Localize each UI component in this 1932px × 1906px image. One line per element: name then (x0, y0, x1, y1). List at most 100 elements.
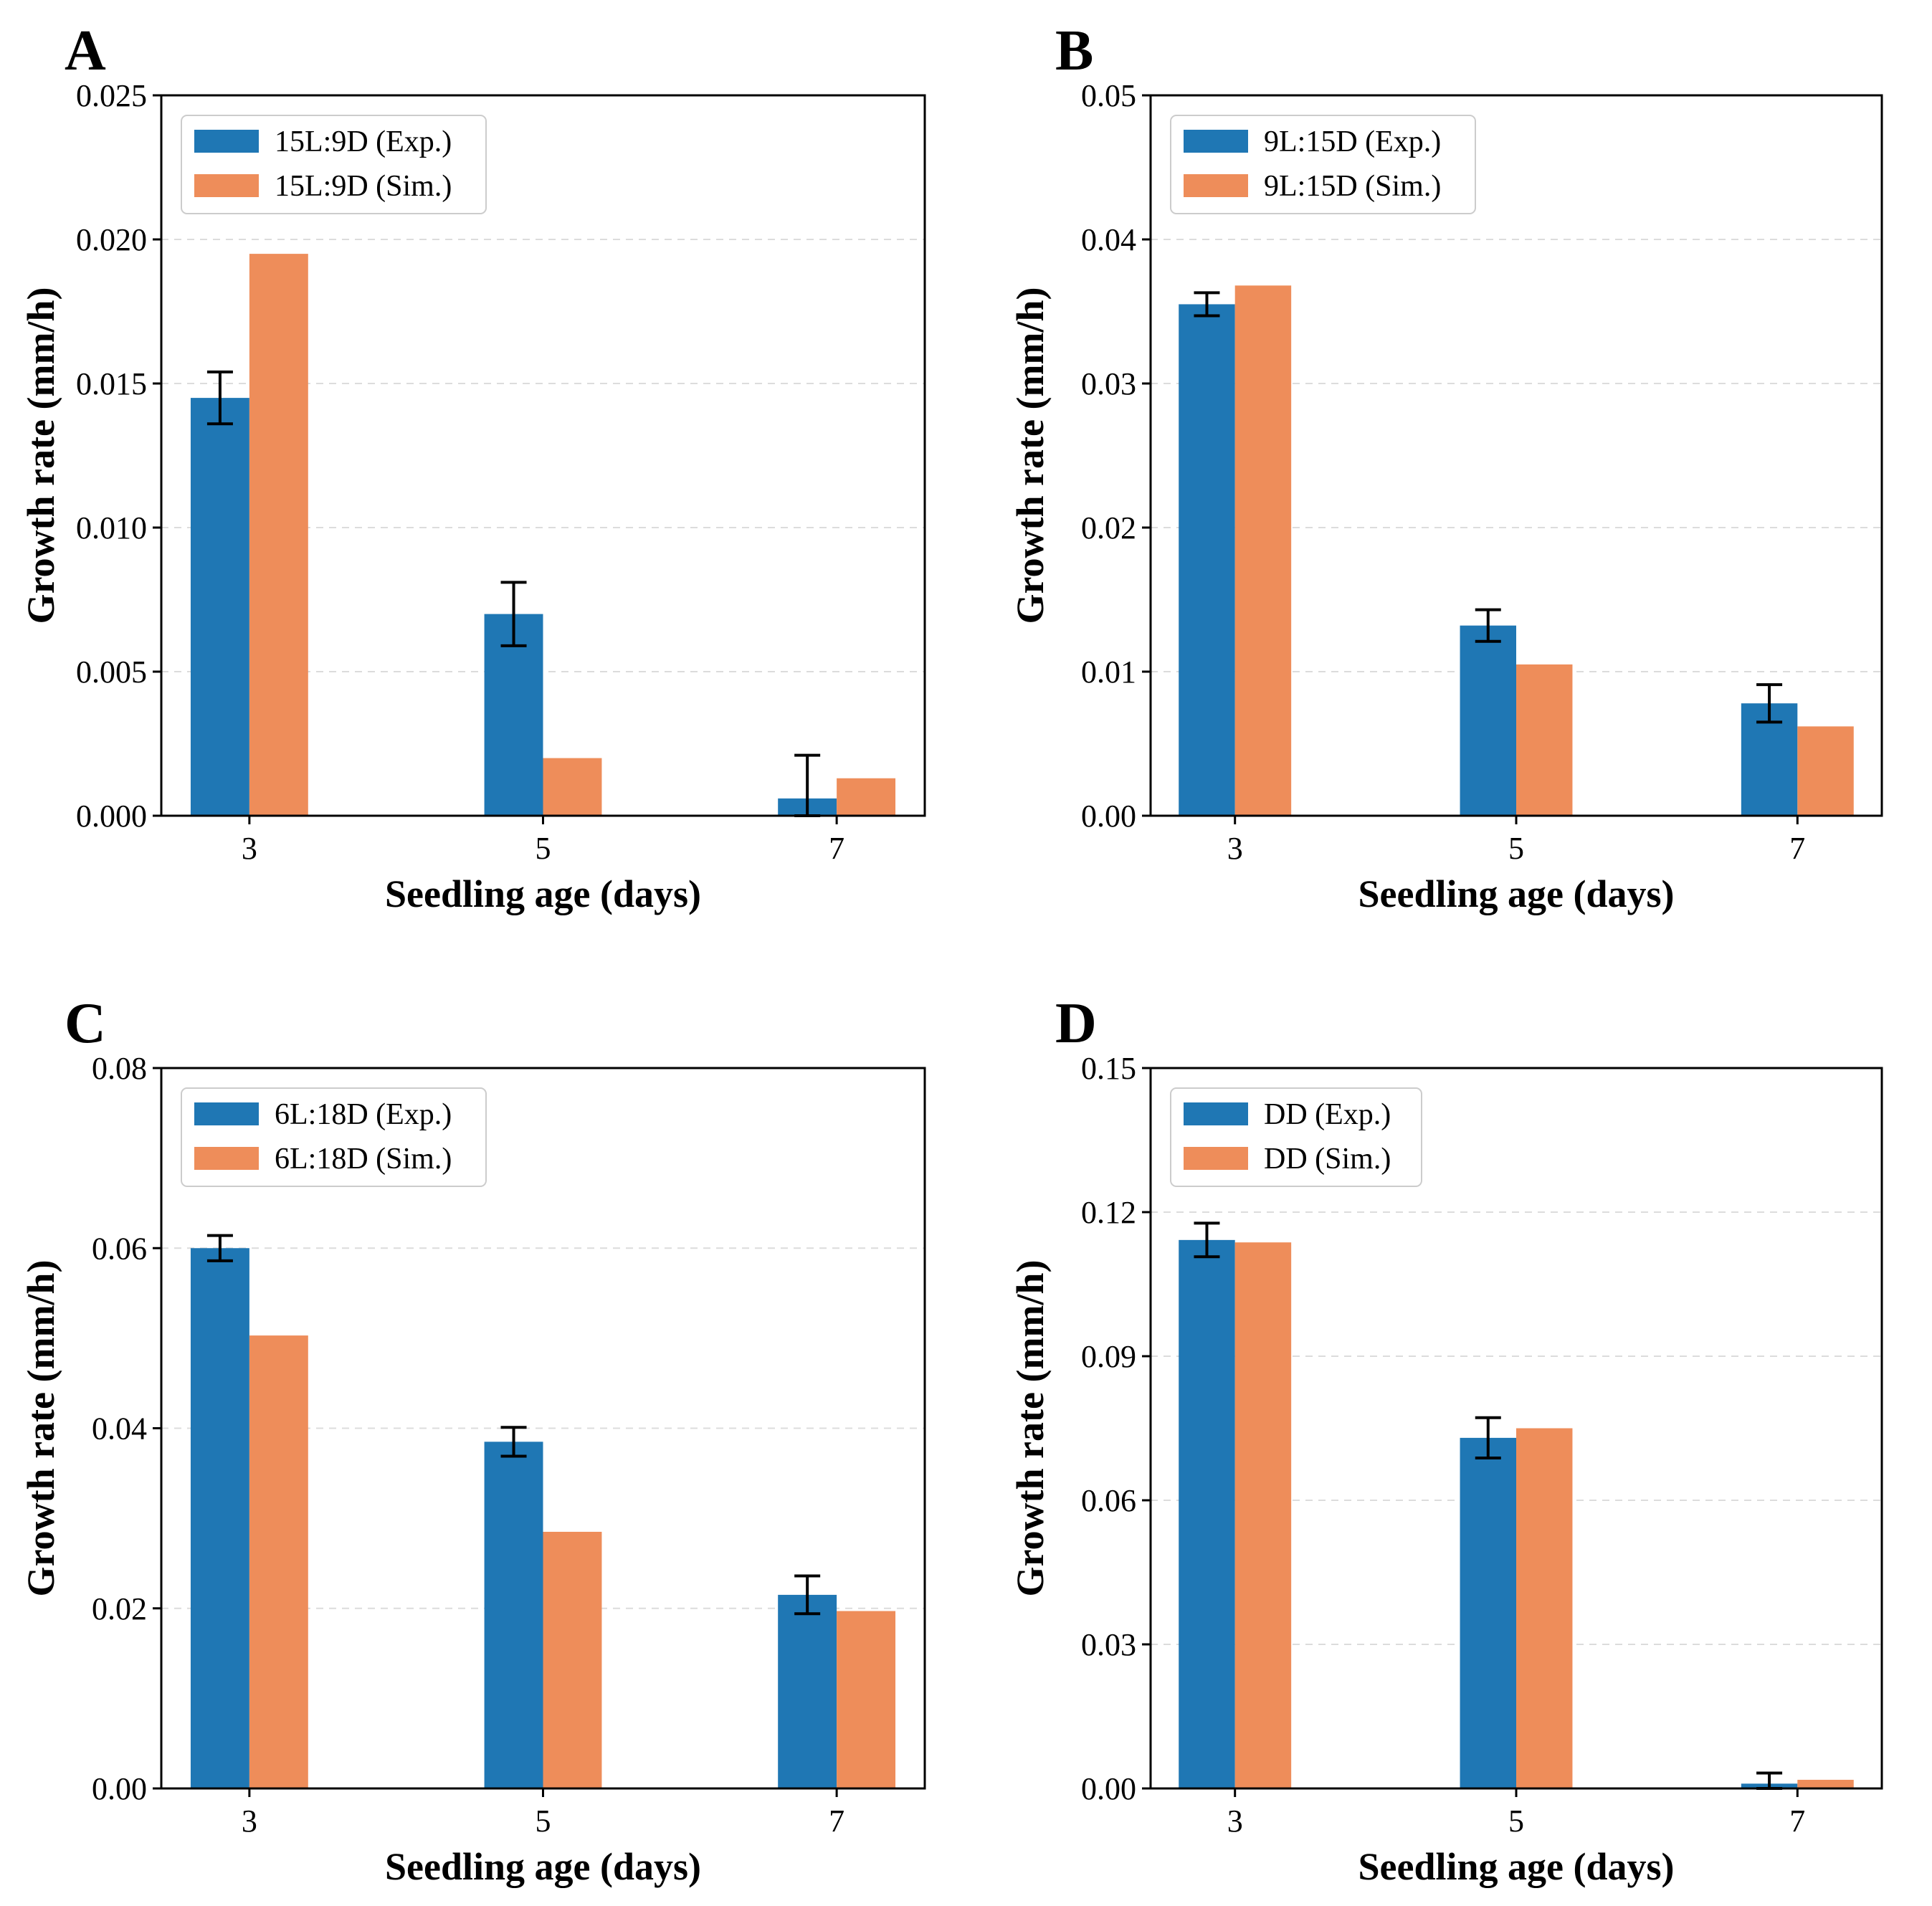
sim-bar (1516, 1428, 1573, 1788)
x-axis-label: Seedling age (days) (1358, 872, 1674, 915)
legend-label: 15L:9D (Sim.) (275, 170, 452, 203)
panel-letter: C (65, 992, 106, 1055)
x-tick-label: 7 (1789, 831, 1805, 866)
y-tick-label: 0.00 (92, 1771, 147, 1806)
plot-frame (1149, 94, 1883, 817)
y-axis-label: Growth rate (mm/h) (19, 287, 62, 624)
plot-frame (160, 94, 926, 817)
y-axis-label: Growth rate (mm/h) (1009, 1260, 1052, 1597)
legend: 9L:15D (Exp.) 9L:15D (Sim.) (1170, 115, 1476, 214)
y-tick-label: 0.000 (76, 799, 147, 834)
legend-swatch (1184, 130, 1248, 153)
legend: DD (Exp.) DD (Sim.) (1170, 1087, 1422, 1187)
panel-d: D 0.00 0.03 0.06 0.09 0.12 0.15 3 5 7 Seedling age… (1009, 992, 1883, 1888)
legend: 6L:18D (Exp.) 6L:18D (Sim.) (181, 1087, 487, 1187)
legend-swatch (1184, 1147, 1248, 1170)
panel-c: C 0.00 0.02 0.04 0.06 0.08 3 5 7 Seedling age (da… (19, 992, 926, 1888)
sim-bar (1516, 664, 1573, 816)
panel-b: B 0.00 0.01 0.02 0.03 0.04 0.05 3 5 7 Seedling age… (1009, 19, 1883, 915)
y-axis-label: Growth rate (mm/h) (1009, 287, 1052, 624)
y-tick-label: 0.04 (1081, 222, 1136, 257)
error-bar (1475, 1416, 1501, 1460)
x-tick-label: 7 (1789, 1803, 1805, 1839)
sim-bar (1797, 726, 1854, 816)
error-bar (1475, 608, 1501, 643)
sim-bar (249, 254, 308, 816)
error-bar (1756, 683, 1783, 724)
legend-label: 9L:15D (Sim.) (1264, 170, 1441, 203)
sim-bar (543, 1531, 602, 1788)
sim-bar (1234, 1242, 1292, 1788)
legend-swatch (194, 130, 259, 153)
sim-bar (543, 758, 602, 816)
sim-bar (837, 1611, 896, 1788)
panel-letter: A (65, 19, 106, 82)
sim-bar (249, 1335, 308, 1788)
x-tick-label: 3 (1227, 831, 1243, 866)
y-axis-label: Growth rate (mm/h) (19, 1260, 62, 1597)
x-axis-label: Seedling age (days) (385, 1845, 701, 1888)
legend-swatch (194, 1102, 259, 1125)
y-tick-label: 0.03 (1081, 1627, 1136, 1662)
error-bar (500, 581, 527, 647)
exp-bar (1460, 1437, 1516, 1788)
x-tick-label: 5 (1508, 831, 1524, 866)
legend-swatch (194, 1147, 259, 1170)
x-tick-label: 5 (1508, 1803, 1524, 1839)
x-tick-label: 3 (242, 831, 257, 866)
exp-bar (1460, 625, 1516, 816)
exp-bar (484, 614, 543, 816)
y-tick-label: 0.00 (1081, 1771, 1136, 1806)
legend-label: 6L:18D (Sim.) (275, 1143, 452, 1176)
x-tick-label: 5 (536, 831, 551, 866)
y-tick-label: 0.01 (1081, 654, 1136, 690)
y-tick-label: 0.025 (76, 78, 147, 113)
y-tick-label: 0.04 (92, 1411, 147, 1447)
exp-bar (1179, 304, 1235, 816)
sim-bar (1797, 1779, 1854, 1788)
legend-label: 6L:18D (Exp.) (275, 1098, 452, 1131)
error-bar (1194, 291, 1220, 318)
y-tick-label: 0.15 (1081, 1051, 1136, 1086)
legend-swatch (1184, 1102, 1248, 1125)
legend-swatch (194, 174, 259, 197)
y-tick-label: 0.06 (1081, 1483, 1136, 1518)
exp-bar (1179, 1239, 1235, 1788)
x-axis-label: Seedling age (days) (385, 872, 701, 915)
y-tick-label: 0.010 (76, 510, 147, 545)
y-tick-label: 0.00 (1081, 799, 1136, 834)
x-axis-label: Seedling age (days) (1358, 1845, 1674, 1888)
y-tick-label: 0.06 (92, 1231, 147, 1266)
exp-bar (190, 398, 249, 816)
y-tick-label: 0.08 (92, 1051, 147, 1086)
legend-label: DD (Sim.) (1264, 1143, 1391, 1176)
legend-label: 9L:15D (Exp.) (1264, 125, 1441, 158)
error-bar (794, 1574, 821, 1616)
legend-swatch (1184, 174, 1248, 197)
error-bar (1194, 1221, 1220, 1259)
error-bar (500, 1426, 527, 1458)
plot-frame (160, 1067, 926, 1790)
exp-bar (484, 1442, 543, 1788)
panel-letter: B (1055, 19, 1093, 82)
y-tick-label: 0.005 (76, 654, 147, 690)
sim-bar (837, 778, 896, 816)
y-tick-label: 0.02 (1081, 510, 1136, 545)
y-tick-label: 0.020 (76, 222, 147, 257)
y-tick-label: 0.02 (92, 1591, 147, 1626)
y-tick-label: 0.015 (76, 366, 147, 401)
x-tick-label: 5 (536, 1803, 551, 1839)
error-bar (206, 1234, 233, 1262)
legend-label: DD (Exp.) (1264, 1098, 1391, 1131)
y-tick-label: 0.09 (1081, 1339, 1136, 1374)
legend-label: 15L:9D (Exp.) (275, 125, 452, 158)
x-tick-label: 3 (242, 1803, 257, 1839)
x-tick-label: 7 (829, 1803, 844, 1839)
panel-a: A 0.000 0.005 0.010 0.015 0.020 0.025 3 5 7 Seedli… (19, 19, 926, 915)
x-tick-label: 3 (1227, 1803, 1243, 1839)
exp-bar (190, 1248, 249, 1788)
y-tick-label: 0.12 (1081, 1195, 1136, 1230)
y-tick-label: 0.05 (1081, 78, 1136, 113)
plot-frame (1149, 1067, 1883, 1790)
